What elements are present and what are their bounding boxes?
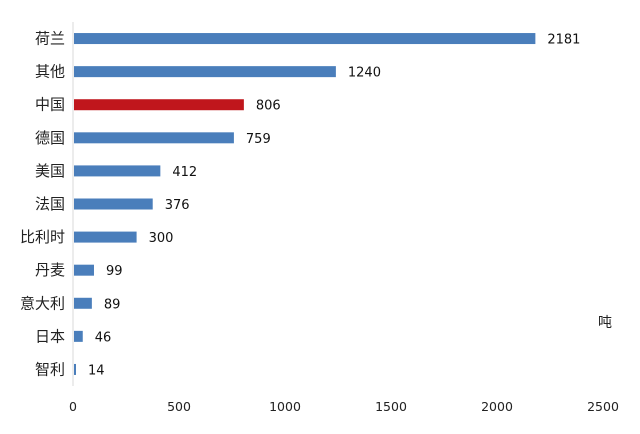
category-label-9: 日本 [35, 327, 65, 345]
bar-1 [74, 66, 336, 78]
bar-0 [74, 33, 536, 45]
bar-6 [74, 231, 137, 243]
x-tick-labels-group: 0 500 1000 1500 2000 2500 [69, 399, 619, 414]
bar-8 [74, 297, 92, 309]
value-label-9: 46 [95, 330, 112, 345]
category-label-4: 美国 [35, 162, 65, 180]
x-tick-label-1: 500 [167, 399, 191, 414]
value-label-7: 99 [106, 264, 123, 279]
value-label-4: 412 [172, 165, 197, 180]
bar-3 [74, 132, 234, 144]
bar-2 [74, 99, 244, 111]
bar-5 [74, 198, 153, 210]
x-tick-label-0: 0 [69, 399, 77, 414]
category-label-2: 中国 [35, 96, 65, 114]
value-label-5: 376 [165, 198, 190, 213]
value-label-0: 2181 [547, 33, 580, 48]
x-tick-label-4: 2000 [481, 399, 513, 414]
category-label-6: 比利时 [20, 228, 65, 246]
category-label-8: 意大利 [20, 294, 65, 312]
value-label-6: 300 [149, 231, 174, 246]
bar-4 [74, 165, 161, 177]
category-label-7: 丹麦 [35, 261, 65, 279]
bars-group [74, 33, 536, 375]
x-tick-label-5: 2500 [587, 399, 619, 414]
value-label-3: 759 [246, 132, 271, 147]
x-tick-label-3: 1500 [375, 399, 407, 414]
bar-10 [74, 363, 76, 375]
category-label-5: 法国 [35, 195, 65, 213]
value-label-8: 89 [104, 297, 121, 312]
value-label-10: 14 [88, 363, 105, 378]
bar-7 [74, 264, 94, 276]
value-labels-group: 2181 1240 806 759 412 376 300 99 89 46 14 [88, 33, 580, 379]
category-label-10: 智利 [35, 360, 65, 378]
unit-label: 吨 [598, 315, 612, 331]
x-tick-label-2: 1000 [269, 399, 301, 414]
value-label-2: 806 [256, 99, 281, 114]
category-label-3: 德国 [35, 129, 65, 147]
value-label-1: 1240 [348, 66, 381, 81]
bar-9 [74, 330, 83, 342]
category-label-0: 荷兰 [35, 30, 65, 48]
category-label-1: 其他 [35, 63, 65, 81]
